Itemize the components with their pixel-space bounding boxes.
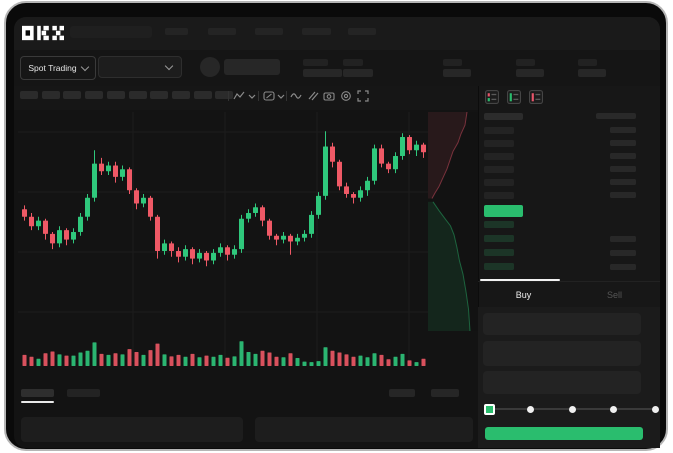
timeframe-button[interactable] [41,91,60,99]
ask-row-price[interactable] [484,192,514,199]
stat-label-placeholder [443,59,462,66]
bid-row-price[interactable] [484,235,514,242]
ask-row-amount [610,153,636,159]
stat-value-placeholder [343,69,373,77]
chevron-down-icon [80,62,89,71]
ask-row-amount [610,166,636,172]
toolbar-divider [258,91,259,101]
bid-row-price[interactable] [484,249,514,256]
slider-stop[interactable] [610,405,617,413]
slider-stop[interactable] [568,405,576,413]
bottom-action-1[interactable] [389,389,415,397]
chevron-down-icon [164,61,174,70]
ask-row-amount [610,192,636,198]
bid-row-amount [610,236,636,242]
book-view-bids-icon[interactable] [507,90,521,104]
tab-buy[interactable]: Buy [478,282,569,308]
active-tab-indicator [480,279,560,281]
stat-label-placeholder [578,59,597,66]
timeframe-button[interactable] [215,91,234,99]
order-tabs: Buy Sell [478,281,660,308]
depth-sidebar [428,112,478,331]
toolbar-divider [286,91,287,101]
book-header-amount [596,113,636,119]
ask-row-price[interactable] [484,127,514,134]
book-view-asks-icon[interactable] [529,90,543,104]
orders-table-placeholder [21,417,243,442]
ask-row-amount [610,140,636,146]
chevron-down-icon[interactable] [248,90,256,102]
nav-item[interactable] [348,28,376,35]
chevron-down-icon[interactable] [277,90,285,102]
timeframe-button[interactable] [150,91,169,99]
bottom-tab-history[interactable] [67,389,100,397]
slider-handle[interactable] [483,403,495,415]
nav-item[interactable] [302,28,331,35]
last-price-badge[interactable] [484,205,523,217]
wave-icon[interactable] [290,90,302,102]
buy-button[interactable] [485,427,643,440]
timeframe-button[interactable] [63,91,82,99]
bottom-tab-open-orders[interactable] [21,389,54,397]
stat-label-placeholder [516,59,535,66]
book-header-price [484,113,523,120]
ask-row-amount [610,179,636,185]
bid-row-price[interactable] [484,263,514,270]
toolbar-divider [228,91,229,101]
amount-input[interactable] [483,341,641,366]
okx-logo-icon [22,25,64,41]
timeframe-button[interactable] [106,91,125,99]
pair-name-placeholder [224,59,280,75]
timeframe-button[interactable] [193,91,212,99]
timeframe-button[interactable] [20,91,38,99]
search-input[interactable] [70,26,152,38]
spot-trading-label: Spot Trading [28,63,77,73]
orders-table-placeholder [255,417,473,442]
tab-sell-label: Sell [606,290,622,300]
camera-icon[interactable] [323,90,335,102]
stat-value-placeholder [303,69,342,77]
timeframe-button[interactable] [171,91,190,99]
ask-row-price[interactable] [484,140,514,147]
ask-row-price[interactable] [484,153,514,160]
price-input[interactable] [483,313,641,335]
settings-icon[interactable] [340,90,352,102]
coin-avatar [200,57,220,77]
stat-value-placeholder [578,69,606,77]
timeframe-button[interactable] [128,91,147,99]
stat-label-placeholder [343,59,363,66]
tab-buy-label: Buy [515,290,532,300]
bottom-active-tab-underline [21,401,54,403]
total-input[interactable] [483,371,641,394]
ask-row-amount [610,127,636,133]
stat-value-placeholder [516,69,544,77]
ask-row-price[interactable] [484,179,514,186]
book-view-combined-icon[interactable] [485,90,499,104]
nav-item[interactable] [255,28,283,35]
slider-stop[interactable] [651,405,659,413]
bid-row-amount [610,264,636,270]
nav-item[interactable] [165,28,188,35]
ask-row-price[interactable] [484,166,514,173]
tab-sell[interactable]: Sell [569,282,660,308]
pair-select[interactable] [98,56,182,78]
draw-lines-icon[interactable] [307,90,319,102]
candlestick-chart[interactable] [18,112,428,376]
indicators-icon[interactable] [263,90,275,102]
stat-value-placeholder [443,69,471,77]
slider-stop[interactable] [527,405,534,413]
stat-label-placeholder [303,59,328,66]
bid-row-price[interactable] [484,221,514,228]
fullscreen-icon[interactable] [357,90,369,102]
bottom-action-2[interactable] [431,389,459,397]
nav-item[interactable] [208,28,236,35]
timeframe-button[interactable] [85,91,104,99]
bid-row-amount [610,250,636,256]
spot-trading-dropdown[interactable]: Spot Trading [20,56,96,80]
zigzag-chart-icon[interactable] [233,90,245,102]
